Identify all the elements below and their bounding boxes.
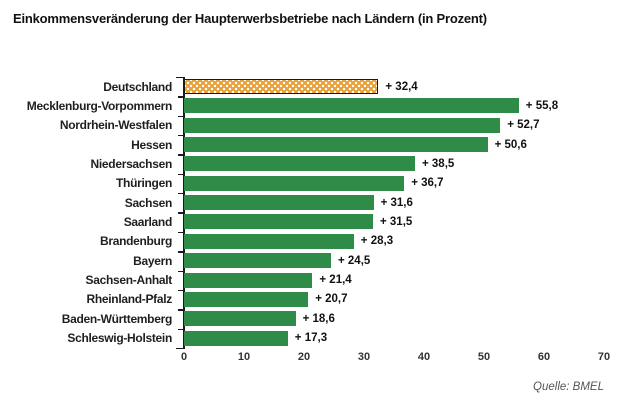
bar-value-label: + 24,5 [338, 254, 371, 267]
bar-category-label: Sachsen [124, 195, 173, 210]
source-label: Quelle: BMEL [533, 381, 604, 393]
bar-category-label: Niedersachsen [90, 156, 173, 171]
bar-row: Rheinland-Pfalz + 20,7 [0, 290, 636, 309]
bar-row: Mecklenburg-Vorpommern + 55,8 [0, 96, 636, 115]
bar-value-label: + 31,5 [380, 215, 413, 228]
bar [184, 175, 405, 191]
x-axis: 0 10 20 30 40 50 60 70 [0, 351, 636, 367]
bar-row: Bayern + 24,5 [0, 251, 636, 270]
bar-category-label: Mecklenburg-Vorpommern [26, 98, 173, 113]
y-axis-tick [176, 77, 183, 79]
bar [184, 137, 488, 153]
y-axis-tick [178, 154, 183, 156]
bar-row: Niedersachsen + 38,5 [0, 154, 636, 173]
bar-value-label: + 18,6 [302, 312, 335, 325]
x-axis-tick-label: 20 [297, 351, 311, 363]
bar [184, 233, 354, 249]
bar-row: Brandenburg + 28,3 [0, 232, 636, 251]
y-axis-tick [178, 289, 183, 292]
bar-value-label: + 20,7 [315, 293, 348, 306]
y-axis-tick [178, 212, 183, 214]
bar-value-label: + 36,7 [411, 177, 444, 190]
bar-category-label: Saarland [123, 214, 173, 229]
bar-value-label: + 31,6 [380, 196, 413, 209]
bar-chart-plot-area: Deutschland + 32,4 Mecklenburg-Vorpommern +… [0, 77, 636, 350]
y-axis-tick [178, 270, 183, 272]
bar [184, 330, 288, 346]
bar-value-label: + 28,3 [360, 235, 394, 248]
bar [184, 156, 415, 172]
bar [184, 195, 374, 211]
bar-row: Saarland + 31,5 [0, 212, 636, 231]
x-axis-tick-label: 0 [180, 351, 188, 363]
y-axis-tick [178, 96, 183, 98]
bar-row: Schleswig-Holstein + 17,3 [0, 329, 636, 348]
y-axis-tick [178, 135, 183, 137]
bar [184, 253, 331, 269]
bar-category-label: Thüringen [116, 176, 172, 191]
x-axis-tick-label: 30 [357, 351, 371, 363]
y-axis-tick [178, 193, 183, 195]
bar-category-label: Nordrhein-Westfalen [59, 118, 172, 133]
y-axis-tick [178, 251, 183, 253]
bar-value-label: + 50,6 [494, 138, 527, 151]
y-axis-tick [178, 231, 183, 234]
chart-title: Einkommensveränderung der Haupterwerbsbe… [13, 11, 487, 26]
bar-value-label: + 21,4 [319, 274, 352, 286]
bar-value-label: + 38,5 [422, 157, 455, 170]
y-axis-tick [178, 309, 183, 311]
bar-category-label: Brandenburg [99, 234, 172, 249]
x-axis-tick-label: 10 [237, 351, 251, 363]
bar-row: Thüringen + 36,7 [0, 174, 636, 193]
bar [184, 117, 501, 133]
bar-germany-highlight [184, 79, 379, 94]
x-axis-tick-label: 60 [537, 351, 551, 363]
bar [184, 272, 313, 288]
bar-category-label: Schleswig-Holstein [67, 331, 172, 346]
x-axis-tick-label: 50 [477, 351, 491, 363]
x-axis-tick-label: 40 [417, 351, 431, 363]
bar [184, 311, 296, 327]
bar-category-label: Hessen [131, 137, 172, 152]
bar-value-label: + 55,8 [525, 99, 559, 112]
bar-row: Sachsen + 31,6 [0, 193, 636, 212]
bar-category-label: Bayern [133, 253, 172, 268]
bar-category-label: Sachsen-Anhalt [85, 273, 173, 287]
bar-row: Baden-Württemberg + 18,6 [0, 309, 636, 328]
bar-row: Nordrhein-Westfalen + 52,7 [0, 116, 636, 135]
bar-category-label: Deutschland [103, 79, 172, 94]
x-axis-tick-label: 70 [597, 351, 611, 363]
bar [184, 214, 373, 230]
bar [184, 291, 309, 307]
y-axis-tick [178, 173, 183, 176]
bar-row: Deutschland + 32,4 [0, 77, 636, 96]
y-axis-tick [176, 347, 183, 350]
bar-value-label: + 17,3 [294, 332, 328, 345]
y-axis-line [183, 77, 185, 349]
bar-row: Hessen + 50,6 [0, 135, 636, 154]
bar-row: Sachsen-Anhalt + 21,4 [0, 271, 636, 290]
y-axis-tick [178, 115, 183, 118]
bar-category-label: Rheinland-Pfalz [86, 292, 172, 307]
bar-value-label: + 52,7 [507, 119, 540, 132]
bar [184, 98, 519, 114]
bar-value-label: + 32,4 [385, 80, 418, 93]
bar-category-label: Baden-Württemberg [61, 311, 173, 326]
y-axis-tick [178, 328, 183, 330]
